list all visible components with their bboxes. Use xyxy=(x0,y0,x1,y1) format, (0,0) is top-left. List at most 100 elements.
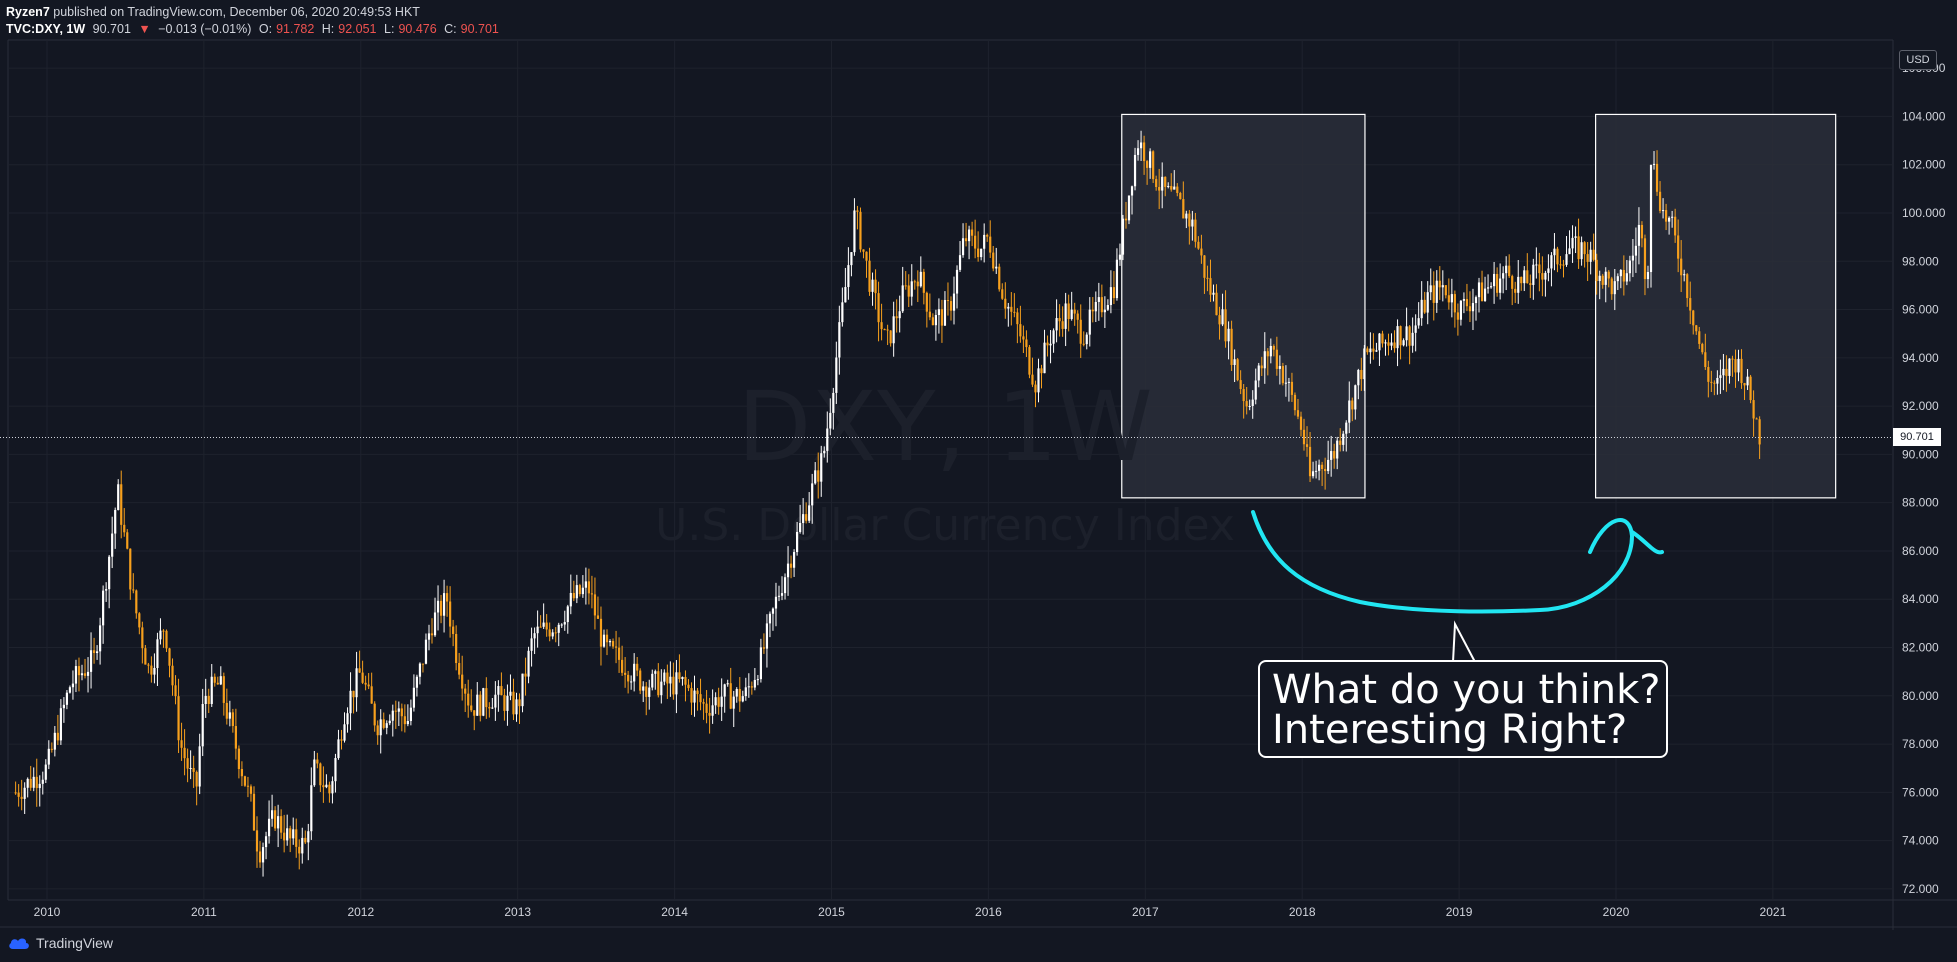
candle-body xyxy=(1707,367,1710,382)
candle-body xyxy=(1351,400,1354,410)
candle-body xyxy=(657,671,660,696)
candle-body xyxy=(943,300,947,326)
candle-body xyxy=(838,322,841,358)
candle-body xyxy=(1405,326,1408,341)
candle-body xyxy=(1366,348,1369,353)
candle-body xyxy=(572,592,575,599)
candle-body xyxy=(1450,294,1453,303)
candle-body xyxy=(1752,400,1755,419)
candle-body xyxy=(216,682,219,685)
candle-body xyxy=(1236,359,1239,381)
candle-body xyxy=(1568,248,1571,255)
candle-body xyxy=(50,748,53,750)
candle-body xyxy=(92,650,96,654)
candle-body xyxy=(1260,365,1263,369)
x-tick-label: 2021 xyxy=(1760,905,1787,919)
candle-body xyxy=(1025,339,1028,348)
candle-body xyxy=(799,523,802,532)
candle-body xyxy=(557,624,560,633)
candle-body xyxy=(1402,340,1405,346)
candle-body xyxy=(1055,318,1058,331)
candle-body xyxy=(747,686,750,688)
currency-badge[interactable]: USD xyxy=(1899,50,1937,70)
candle-body xyxy=(283,832,286,841)
candle-body xyxy=(491,707,494,709)
candle-body xyxy=(1731,358,1734,360)
candle-body xyxy=(186,758,189,769)
candle-body xyxy=(77,666,81,676)
candle-body xyxy=(1097,297,1100,302)
candle-body xyxy=(1275,349,1278,369)
candle-body xyxy=(750,686,753,688)
watermark-symbol: DXY, 1W xyxy=(737,371,1152,483)
candle-body xyxy=(1311,471,1315,477)
highlight-box xyxy=(1121,113,1366,499)
candle-body xyxy=(1737,358,1740,373)
candle-body xyxy=(533,633,536,639)
author-name[interactable]: Ryzen7 xyxy=(6,5,50,19)
candle-body xyxy=(554,632,557,634)
candle-body xyxy=(723,684,726,697)
candle-body xyxy=(1592,249,1595,260)
candle-body xyxy=(1505,265,1508,274)
candle-body xyxy=(1674,216,1677,236)
candle-body xyxy=(38,783,41,789)
symbol-label[interactable]: TVC:DXY, 1W xyxy=(6,22,86,36)
candle-body xyxy=(1390,342,1393,346)
y-tick-label: 86.000 xyxy=(1902,544,1939,558)
candle-body xyxy=(1314,470,1318,472)
candle-body xyxy=(669,676,672,684)
candle-body xyxy=(624,672,627,675)
tradingview-logo[interactable]: TradingView xyxy=(8,935,113,951)
highlight-boxes xyxy=(1121,113,1837,499)
candle-body xyxy=(1722,368,1725,376)
candle-body xyxy=(1043,342,1046,374)
candle-body xyxy=(144,648,147,665)
candle-body xyxy=(633,663,636,682)
candle-body xyxy=(1474,297,1478,304)
candle-body xyxy=(1556,248,1559,265)
candle-body xyxy=(789,563,793,568)
candle-body xyxy=(120,484,123,525)
candle-body xyxy=(717,697,720,707)
candle-body xyxy=(611,641,615,647)
candle-body xyxy=(1124,218,1128,221)
y-tick-label: 80.000 xyxy=(1902,689,1939,703)
x-tick-label: 2017 xyxy=(1132,905,1159,919)
candle-body xyxy=(1004,298,1007,309)
candle-body xyxy=(162,630,165,632)
candle-body xyxy=(1094,301,1097,312)
candle-body xyxy=(479,694,482,716)
candle-body xyxy=(1052,330,1055,344)
candle-body xyxy=(391,710,394,721)
candle-body xyxy=(292,829,295,839)
candle-body xyxy=(65,692,69,705)
candle-body xyxy=(337,739,340,759)
candle-body xyxy=(783,577,787,594)
candle-body xyxy=(1559,264,1562,266)
price-axis[interactable]: 72.000 74.000 76.000 78.000 80.000 82.000 84.0… xyxy=(1902,61,1946,896)
open-label: O: xyxy=(258,22,273,36)
candle-body xyxy=(539,626,542,628)
candle-body xyxy=(156,639,159,669)
candle-body xyxy=(786,563,790,578)
candle-body xyxy=(379,719,382,736)
candle-body xyxy=(614,646,618,648)
candle-body xyxy=(1701,343,1704,353)
candle-body xyxy=(174,685,177,697)
candle-body xyxy=(301,837,304,854)
candle-body xyxy=(1308,446,1312,477)
last-price: 90.701 xyxy=(92,22,131,36)
candle-body xyxy=(1064,303,1067,329)
candle-body xyxy=(1595,259,1598,282)
candle-body xyxy=(195,771,198,787)
candle-body xyxy=(1646,272,1650,280)
candle-body xyxy=(361,672,364,683)
candle-body xyxy=(720,696,723,707)
candle-body xyxy=(817,470,820,482)
candle-body xyxy=(71,683,75,688)
time-axis[interactable]: 2010 2011 2012 2013 2014 2015 2016 2017 2018 2019… xyxy=(34,905,1787,919)
candle-body xyxy=(871,279,874,292)
candle-body xyxy=(1088,309,1091,335)
